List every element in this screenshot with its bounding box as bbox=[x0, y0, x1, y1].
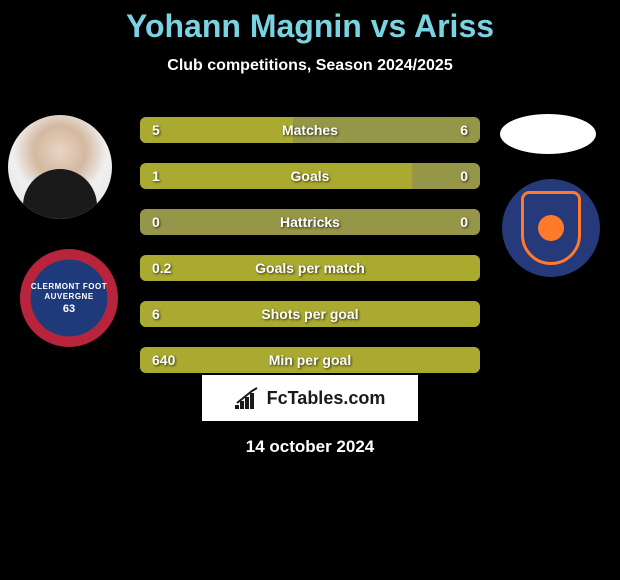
player2-club-crest bbox=[502, 179, 600, 277]
date-text: 14 october 2024 bbox=[0, 437, 620, 457]
stat-bar-row: 56Matches bbox=[140, 117, 480, 143]
crest-text-line1: CLERMONT FOOT bbox=[31, 282, 107, 291]
crest-dot-icon bbox=[538, 215, 564, 241]
player1-photo bbox=[8, 115, 112, 219]
bar-label: Goals bbox=[140, 163, 480, 189]
stat-bar-row: 10Goals bbox=[140, 163, 480, 189]
bar-label: Min per goal bbox=[140, 347, 480, 373]
bar-label: Shots per goal bbox=[140, 301, 480, 327]
crest-number: 63 bbox=[63, 303, 75, 315]
stat-bar-row: 0.2Goals per match bbox=[140, 255, 480, 281]
player1-name: Yohann Magnin bbox=[126, 8, 362, 44]
bar-label: Matches bbox=[140, 117, 480, 143]
player2-name: Ariss bbox=[414, 8, 494, 44]
player1-club-crest: CLERMONT FOOT AUVERGNE 63 bbox=[20, 249, 118, 347]
comparison-title: Yohann Magnin vs Ariss bbox=[0, 0, 620, 45]
stat-bars: 56Matches 10Goals 00Hattricks 0.2Goals per … bbox=[140, 117, 480, 393]
crest-shield-icon bbox=[521, 191, 581, 265]
subtitle: Club competitions, Season 2024/2025 bbox=[0, 57, 620, 75]
stat-bar-row: 6Shots per goal bbox=[140, 301, 480, 327]
vs-text: vs bbox=[371, 8, 407, 44]
player2-photo bbox=[500, 114, 596, 154]
bar-label: Hattricks bbox=[140, 209, 480, 235]
crest-text-line2: AUVERGNE bbox=[44, 292, 93, 301]
fctables-logo-icon bbox=[235, 387, 261, 409]
stat-bar-row: 00Hattricks bbox=[140, 209, 480, 235]
stat-bar-row: 640Min per goal bbox=[140, 347, 480, 373]
bar-label: Goals per match bbox=[140, 255, 480, 281]
